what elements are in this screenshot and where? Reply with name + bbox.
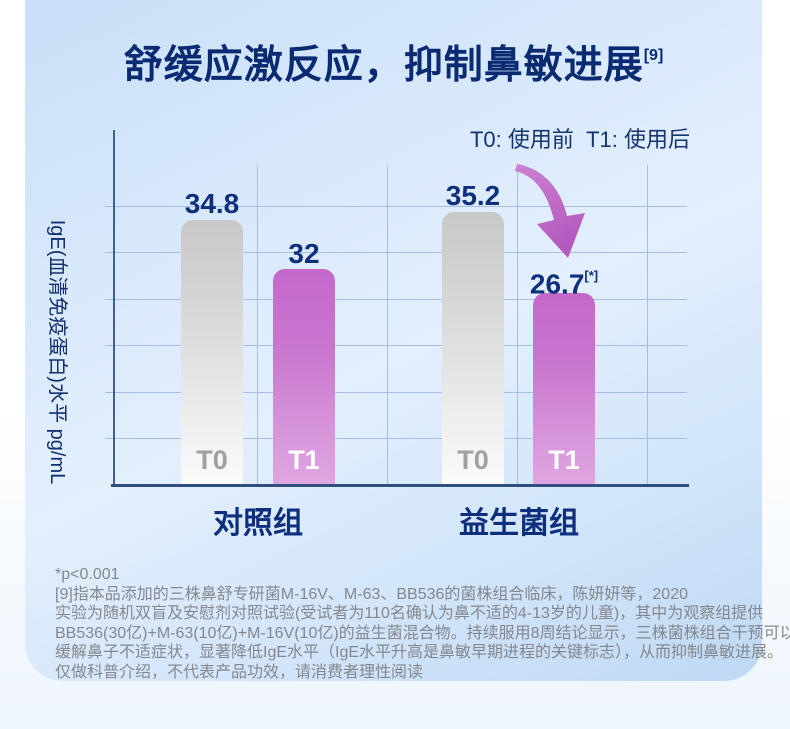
page-title: 舒缓应激反应，抑制鼻敏进展[9] (25, 44, 762, 89)
footnote-line: 仅做科普介绍，不代表产品功效，请消费者理性阅读 (55, 663, 424, 681)
footnote-line: 缓解鼻子不适症状，显著降低IgE水平（IgE水平升高是鼻敏早期进程的关键标志），… (55, 644, 784, 661)
footnote-line: [9]指本品添加的三株鼻舒专研菌M-16V、M-63、BB536的菌株组合临床，… (55, 585, 689, 603)
bar-time-label: T0 (457, 445, 489, 475)
bar-time-label: T1 (548, 445, 580, 475)
grid-line-v (517, 165, 518, 487)
grid-line-v (257, 165, 258, 487)
grid-line-h (105, 392, 687, 393)
y-axis-label: IgE(血清免疫蛋白)水平 pg/mL (46, 219, 68, 485)
bar-time-label: T1 (288, 445, 320, 475)
decrease-arrow-icon (515, 164, 585, 258)
bar-value-label: 34.8 (185, 188, 240, 220)
y-axis-line (113, 130, 115, 487)
group-label-control: 对照组 (213, 507, 303, 540)
bar-value-label: 35.2 (446, 180, 501, 212)
title-superscript: [9] (643, 47, 664, 64)
grid-line-h (105, 206, 687, 207)
bar-value-label: 26.7[*] (530, 263, 598, 300)
infographic-card: 舒缓应激反应，抑制鼻敏进展[9] T0: 使用前 T1: 使用后 IgE(血清免… (25, 0, 790, 682)
bar-value: 26.7 (529, 268, 585, 300)
bar-control-t0: T0 (181, 220, 243, 486)
footnote-line: 实验为随机双盲及安慰剂对照试验(受试者为110名确认为鼻不适的4-13岁的儿童)… (55, 605, 764, 622)
bar-time-label: T0 (196, 445, 228, 475)
grid-line-h (105, 438, 687, 439)
grid-line-v (387, 165, 388, 487)
grid-line-h (105, 345, 687, 346)
bar-control-t1: T1 (273, 269, 335, 486)
grid-line-h (105, 252, 687, 253)
bar-probiotic-t1: T1 (533, 293, 595, 486)
x-axis-line (111, 484, 689, 487)
chart-legend: T0: 使用前 T1: 使用后 (469, 127, 690, 152)
grid-line-h (105, 299, 687, 300)
bar-value: 35.2 (445, 180, 501, 211)
bar-value-superscript: [*] (584, 268, 599, 283)
footnotes: *p<0.001 [9]指本品添加的三株鼻舒专研菌M-16V、M-63、BB53… (55, 565, 790, 682)
bar-probiotic-t0: T0 (442, 212, 504, 486)
bar-value: 34.8 (184, 188, 240, 219)
bar-value-label: 32 (288, 238, 319, 270)
bar-value: 32 (288, 238, 320, 269)
grid-line-v (647, 165, 648, 487)
footnote-line: *p<0.001 (55, 566, 120, 583)
title-text: 舒缓应激反应，抑制鼻敏进展 (123, 44, 644, 87)
chart-plot-area: T0 T1 T0 T1 34.8 32 35.2 26.7[*] (105, 130, 689, 487)
footnote-line: BB536(30亿)+M-63(10亿)+M-16V(10亿)的益生菌混合物。持… (55, 624, 790, 642)
group-label-probiotic: 益生菌组 (459, 507, 579, 540)
